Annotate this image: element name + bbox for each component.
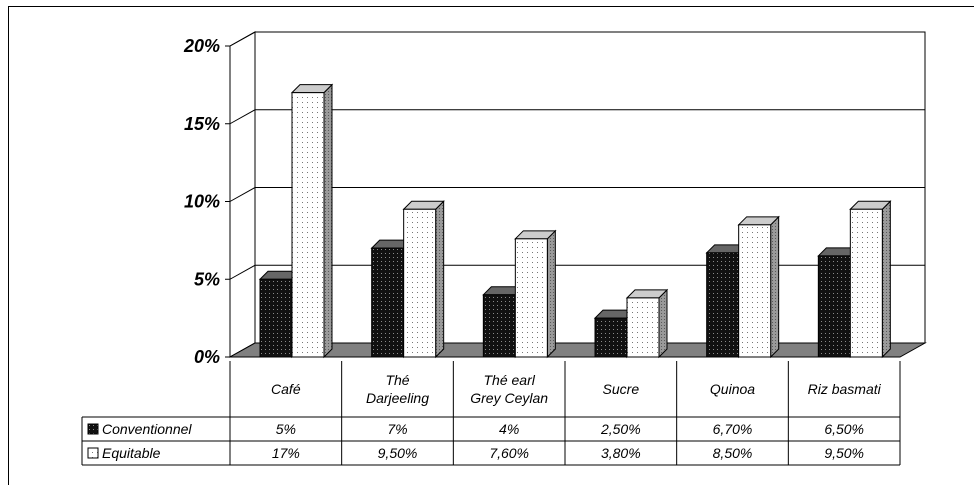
bar-side <box>324 85 332 357</box>
bar-side <box>882 201 890 357</box>
table-cell: 17% <box>272 445 300 461</box>
bar-equitable <box>739 225 771 357</box>
bar-conventionnel <box>818 256 850 357</box>
legend-label: Equitable <box>102 445 161 461</box>
table-cell: 7% <box>387 421 407 437</box>
bar-side <box>771 217 779 357</box>
bar-equitable <box>404 209 436 357</box>
bar-equitable <box>627 298 659 357</box>
y-tick-label: 5% <box>194 269 220 289</box>
category-label: Café <box>271 381 301 397</box>
y-tick-label: 10% <box>184 192 220 212</box>
data-table: Café Thé Darjeeling Thé earl Grey Ceylan Sucr… <box>82 361 900 465</box>
category-label: Quinoa <box>710 381 755 397</box>
table-cell: 2,50% <box>600 421 641 437</box>
bar-equitable <box>292 93 324 357</box>
table-cell: 9,50% <box>824 445 864 461</box>
table-cell: 5% <box>276 421 296 437</box>
bar-conventionnel <box>483 295 515 357</box>
table-cell: 3,80% <box>601 445 641 461</box>
y-tick-label: 15% <box>184 114 220 134</box>
y-tick-label: 20% <box>183 36 220 56</box>
y-tick-label: 0% <box>194 347 220 367</box>
table-cell: 9,50% <box>378 445 418 461</box>
table-cell: 8,50% <box>713 445 753 461</box>
bar-conventionnel <box>260 279 292 357</box>
bar-side <box>659 290 667 357</box>
bar-conventionnel <box>372 248 404 357</box>
table-cell: 6,70% <box>713 421 753 437</box>
bar-conventionnel <box>707 253 739 357</box>
legend-label: Conventionnel <box>102 421 192 437</box>
table-cell: 7,60% <box>489 445 529 461</box>
bar-conventionnel <box>595 318 627 357</box>
bar-equitable <box>515 239 547 357</box>
y-axis-ticks: 0% 5% 10% 15% 20% <box>183 36 230 367</box>
bar-equitable <box>850 209 882 357</box>
category-label: Thé Darjeeling <box>366 372 429 406</box>
legend-key-conventionnel <box>88 424 98 434</box>
bar-side <box>436 201 444 357</box>
category-label: Sucre <box>603 381 640 397</box>
legend-key-equitable <box>88 448 98 458</box>
table-cell: 4% <box>499 421 519 437</box>
table-cell: 6,50% <box>824 421 864 437</box>
category-label: Riz basmati <box>808 381 882 397</box>
bar-side <box>547 231 555 357</box>
category-label: Thé earl Grey Ceylan <box>470 372 548 406</box>
